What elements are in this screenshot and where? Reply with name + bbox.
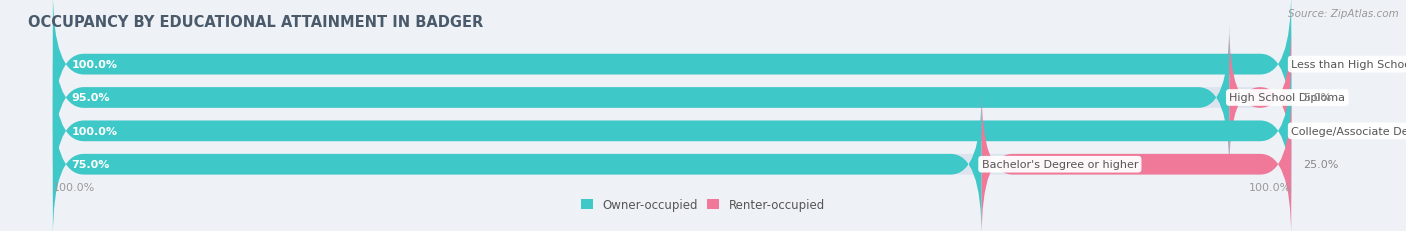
- FancyBboxPatch shape: [53, 92, 1291, 231]
- Text: OCCUPANCY BY EDUCATIONAL ATTAINMENT IN BADGER: OCCUPANCY BY EDUCATIONAL ATTAINMENT IN B…: [28, 15, 484, 30]
- FancyBboxPatch shape: [53, 58, 1291, 204]
- FancyBboxPatch shape: [1229, 25, 1291, 171]
- Legend: Owner-occupied, Renter-occupied: Owner-occupied, Renter-occupied: [576, 194, 830, 216]
- FancyBboxPatch shape: [53, 25, 1291, 171]
- Text: 95.0%: 95.0%: [72, 93, 110, 103]
- FancyBboxPatch shape: [53, 92, 981, 231]
- FancyBboxPatch shape: [53, 58, 1291, 204]
- FancyBboxPatch shape: [981, 92, 1291, 231]
- Text: Bachelor's Degree or higher: Bachelor's Degree or higher: [981, 160, 1137, 170]
- Text: 100.0%: 100.0%: [72, 126, 118, 136]
- Text: College/Associate Degree: College/Associate Degree: [1291, 126, 1406, 136]
- Text: Less than High School: Less than High School: [1291, 60, 1406, 70]
- FancyBboxPatch shape: [53, 0, 1291, 138]
- Text: Source: ZipAtlas.com: Source: ZipAtlas.com: [1288, 9, 1399, 19]
- Text: 75.0%: 75.0%: [72, 160, 110, 170]
- Text: 100.0%: 100.0%: [53, 182, 96, 192]
- FancyBboxPatch shape: [53, 0, 1291, 138]
- Text: 5.0%: 5.0%: [1303, 93, 1331, 103]
- Text: High School Diploma: High School Diploma: [1229, 93, 1346, 103]
- Text: 25.0%: 25.0%: [1303, 160, 1339, 170]
- Text: 100.0%: 100.0%: [1249, 182, 1291, 192]
- FancyBboxPatch shape: [53, 25, 1229, 171]
- Text: 100.0%: 100.0%: [72, 60, 118, 70]
